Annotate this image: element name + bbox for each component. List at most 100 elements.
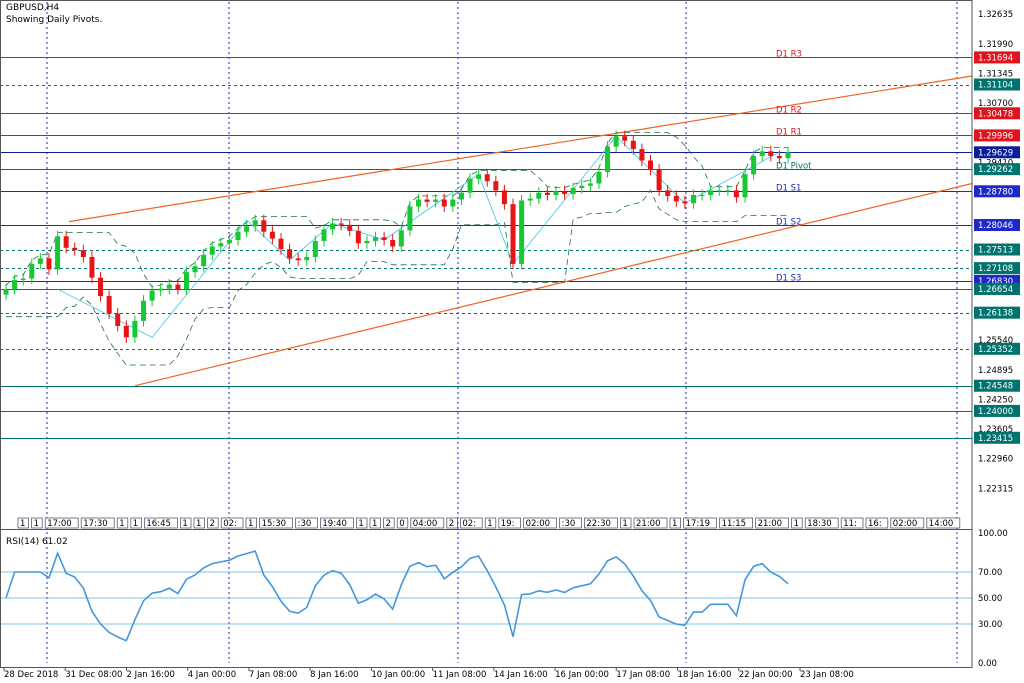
session-tag-box	[207, 517, 219, 529]
candle-body	[80, 250, 86, 257]
candle-body	[415, 199, 421, 207]
candle-body	[261, 220, 267, 232]
candle-body	[304, 257, 310, 261]
price-tick-label: 1.23605	[978, 425, 1013, 435]
pivot-name-label: D1 S2	[776, 218, 801, 228]
candle-body	[544, 192, 550, 195]
candle-body	[441, 199, 447, 207]
session-tag-box	[523, 517, 557, 529]
price-marker-box	[974, 282, 1020, 295]
candle-body	[132, 320, 138, 338]
price-tick-label: 1.32635	[978, 10, 1013, 20]
price-tick-label: 1.24250	[978, 395, 1013, 405]
candle-body	[218, 243, 224, 247]
session-tag-text: 19:	[501, 519, 515, 529]
price-marker-label: 1.26830	[978, 277, 1013, 287]
candle-body	[768, 151, 774, 156]
candle-body	[269, 231, 275, 239]
candle-body	[166, 284, 172, 289]
candle-body	[3, 289, 9, 295]
session-tag-box	[633, 517, 668, 529]
price-marker-label: 1.30478	[978, 109, 1013, 119]
candle-body	[46, 258, 52, 270]
price-tick-label: 1.22315	[978, 484, 1013, 494]
pivot-name-label: D1 R2	[776, 106, 802, 116]
session-tag-box	[683, 517, 717, 529]
price-marker-box	[974, 342, 1020, 355]
session-tag-text: 19:40	[322, 519, 347, 529]
rsi-tick-label: 0.00	[978, 659, 997, 669]
time-tick-label: 23 Jan 08:00	[800, 670, 854, 680]
upper-band-line	[5, 132, 788, 288]
price-tick-label: 1.24895	[978, 366, 1013, 376]
rsi-tick-label: 70.00	[978, 568, 1002, 578]
session-tag-box	[220, 517, 244, 529]
rsi-line	[5, 550, 789, 642]
candle-body	[424, 199, 430, 202]
session-tag-box	[319, 517, 354, 529]
price-marker-box	[974, 185, 1020, 198]
price-axis: 1.326351.319901.313451.307001.294101.287…	[974, 10, 1020, 494]
session-tag-box	[143, 517, 178, 529]
session-tag-box	[355, 517, 368, 529]
candle-body	[776, 155, 782, 159]
rsi-tick-label: 100.00	[978, 529, 1008, 539]
price-marker-label: 1.24548	[978, 382, 1013, 392]
session-tag-box	[130, 517, 142, 529]
session-tag-text: 1	[358, 519, 363, 529]
time-tick-label: 17 Jan 08:00	[616, 670, 670, 680]
session-tag-text: 17:30	[83, 519, 108, 529]
candle-body	[226, 240, 232, 244]
candle-body	[192, 266, 198, 273]
price-tick-label: 1.25540	[978, 336, 1013, 346]
candle-body	[708, 190, 714, 195]
candle-body	[330, 223, 336, 230]
session-tag-text: 1	[182, 519, 187, 529]
candle-body	[536, 192, 542, 199]
trend-channel[interactable]	[68, 75, 973, 387]
candle-body	[398, 230, 404, 247]
price-marker-label: 1.29996	[978, 131, 1013, 141]
session-tag-text: 02:00	[526, 519, 551, 529]
candle-body	[562, 191, 568, 195]
candle-body	[106, 296, 112, 314]
price-marker-box	[974, 306, 1020, 319]
price-marker-box	[974, 78, 1020, 91]
candle-body	[519, 200, 525, 264]
session-tag-box	[459, 517, 483, 529]
session-tag-text: 1	[133, 519, 138, 529]
candle-body	[458, 192, 464, 200]
candle-body	[751, 155, 757, 175]
candle-body	[72, 247, 78, 251]
candle-body	[140, 300, 146, 321]
candle-body	[55, 236, 61, 270]
candle-body	[158, 288, 164, 291]
session-tag-box	[719, 517, 753, 529]
session-tag-text: 17:00	[47, 519, 71, 529]
session-tag-box	[116, 517, 129, 529]
candle-body	[622, 136, 628, 141]
candle-body	[235, 231, 241, 240]
price-marker-label: 1.26654	[978, 285, 1013, 295]
session-tag-text: 11:	[843, 519, 857, 529]
time-tick-label: 10 Jan 00:00	[371, 670, 425, 680]
time-tick-label: 16 Jan 00:00	[555, 670, 609, 680]
candle-body	[579, 185, 585, 189]
candle-body	[433, 199, 439, 202]
candle-body	[690, 194, 696, 204]
price-marker-label: 1.31104	[978, 81, 1013, 91]
candle-body	[244, 226, 250, 232]
price-tick-label: 1.30700	[978, 99, 1013, 109]
time-tick-label: 14 Jan 16:00	[494, 670, 548, 680]
pivot-subtitle: Showing Daily Pivots.	[6, 15, 103, 25]
chart-frame	[0, 0, 973, 668]
candle-body	[278, 238, 284, 250]
price-marker-label: 1.27513	[978, 246, 1013, 256]
session-tag-text: 21:00	[636, 519, 661, 529]
channel-line-lower	[134, 182, 973, 387]
session-tag-box	[446, 517, 458, 529]
candle-body	[183, 272, 189, 290]
price-marker-label: 1.29629	[978, 148, 1013, 158]
